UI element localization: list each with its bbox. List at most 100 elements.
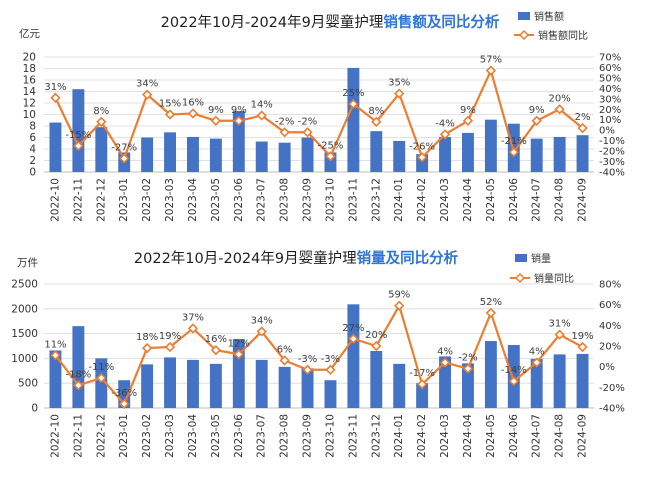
chart-1: 2022年10月-2024年9月婴童护理销售额及同比分析 亿元 销售额 销售额同… [19, 10, 625, 222]
chart-1-left-tick-label: 20 [23, 52, 36, 64]
chart-2-bar [278, 366, 291, 408]
chart-2-legend-line-label: 销量同比 [534, 272, 574, 285]
chart-1-right-tick-label: 70% [599, 53, 621, 64]
chart-1-right-tick-label: -30% [599, 157, 625, 168]
chart-2-data-label: 4% [437, 347, 453, 358]
chart-1-line-marker [416, 152, 428, 163]
chart-1-data-label: -2% [298, 116, 317, 127]
chart-2-line-marker [141, 342, 153, 354]
chart-2-left-tick-label: 1500 [11, 328, 38, 340]
chart-1-data-label: 9% [208, 105, 224, 116]
chart-1-bar [255, 141, 268, 172]
chart-2-line-marker [394, 300, 405, 311]
chart-2-data-label: 11% [44, 339, 66, 350]
chart-1-left-tick-label: 4 [29, 144, 36, 156]
chart-2-left-tick-label: 2000 [11, 303, 38, 315]
chart-2-bar [118, 380, 131, 408]
chart-1-bar [439, 136, 451, 172]
chart-2-x-axis: 2022-10 2022-11 2022-12 2023-01 2023-02 2023-… [49, 414, 588, 458]
chart-1-x-tick-label: 2023-09 [302, 178, 314, 222]
chart-1-legend-bar-swatch [518, 12, 530, 20]
chart-2-x-tick-label: 2023-05 [210, 414, 222, 458]
chart-1-x-tick-label: 2024-06 [508, 178, 520, 222]
chart-1-bar [553, 136, 566, 172]
chart-2-line-marker [348, 333, 359, 344]
chart-2-bar [141, 364, 154, 408]
chart-2-bar [301, 368, 314, 408]
chart-2-x-tick-label: 2024-01 [393, 414, 405, 458]
chart-1-data-label: 9% [460, 105, 476, 116]
chart-1-x-tick-label: 2024-09 [577, 178, 589, 222]
chart-2-data-label: 20% [365, 330, 387, 341]
chart-1-line-marker [50, 92, 61, 103]
chart-1-x-tick-label: 2024-03 [439, 178, 451, 222]
chart-1-data-label: 14% [251, 100, 273, 111]
chart-1-x-tick-label: 2023-06 [233, 178, 245, 222]
chart-2-left-tick-label: 1000 [11, 353, 38, 365]
chart-1-line-series [50, 65, 588, 164]
chart-2-bar [209, 363, 222, 408]
chart-2-line-marker [50, 350, 61, 361]
chart-1-bar [187, 136, 199, 172]
chart-1-x-tick-label: 2023-08 [279, 178, 291, 222]
chart-2-data-label: 19% [159, 331, 181, 342]
chart-1-bar [141, 137, 154, 172]
chart-1-data-label: 57% [480, 55, 502, 66]
chart-2-line-series [50, 300, 588, 409]
chart-1-right-tick-label: 0% [599, 126, 615, 137]
chart-1-bar [416, 154, 429, 172]
chart-1-x-tick-label: 2023-05 [210, 178, 222, 222]
chart-2-right-tick-label: 0% [599, 362, 615, 373]
chart-2-bar [347, 304, 360, 408]
chart-1-title: 2022年10月-2024年9月婴童护理销售额及同比分析 [161, 13, 500, 31]
chart-1-left-tick-label: 6 [29, 132, 36, 144]
chart-1-data-label: 20% [549, 93, 571, 104]
chart-1-bar [301, 137, 314, 172]
chart-2-x-tick-label: 2023-04 [187, 414, 199, 458]
chart-2-x-tick-label: 2023-09 [302, 414, 314, 458]
chart-1-line-marker [508, 147, 519, 158]
chart-2-line-marker [439, 357, 451, 368]
chart-2-data-label: -3% [298, 354, 317, 365]
chart-2-bar [416, 383, 429, 408]
chart-2-legend-bar-label: 销量 [531, 252, 551, 265]
chart-2-data-label: -2% [458, 353, 477, 364]
chart-2-x-tick-label: 2023-01 [118, 414, 130, 458]
chart-1-title-prefix: 2022年10月-2024年9月婴童护理 [161, 13, 384, 31]
chart-1-data-label: -15% [65, 130, 91, 141]
chart-1-x-tick-label: 2023-02 [141, 178, 153, 222]
chart-2-data-label: 16% [205, 334, 227, 345]
chart-1-legend-marker [518, 29, 530, 41]
chart-1-legend: 销售额 销售额同比 [514, 10, 588, 42]
chart-1-data-label: -25% [318, 140, 344, 151]
chart-1-data-label: 34% [136, 79, 158, 90]
chart-1-left-tick-label: 18 [23, 63, 36, 75]
chart-2-bar [255, 359, 268, 408]
chart-2-bar [484, 341, 497, 408]
chart-2-line-marker [462, 363, 474, 374]
chart-2-data-label: 19% [571, 331, 593, 342]
chart-1-line-marker [554, 104, 565, 115]
chart-2-x-tick-label: 2023-02 [141, 414, 153, 458]
chart-2-data-label: -14% [501, 365, 527, 376]
chart-2-x-tick-label: 2024-06 [508, 414, 520, 458]
chart-2-bar [324, 380, 337, 408]
chart-1-x-tick-label: 2023-03 [164, 178, 176, 222]
chart-1-right-tick-label: 10% [599, 115, 621, 126]
chart-2-title: 2022年10月-2024年9月婴童护理销量及同比分析 [134, 249, 459, 267]
chart-1-line-marker [187, 108, 199, 119]
chart-2-x-tick-label: 2024-05 [485, 414, 497, 458]
chart-1-bar [393, 140, 406, 172]
chart-2-line-marker [485, 307, 497, 319]
chart-2-line-marker [416, 379, 428, 390]
chart-1-line-marker [256, 110, 267, 121]
chart-2-bar [393, 363, 406, 408]
chart-1-line-marker [164, 109, 176, 120]
chart-2-line-marker [302, 364, 313, 375]
chart-1-bar [209, 138, 222, 172]
chart-1-line-marker [279, 127, 290, 138]
chart-2-right-tick-label: 20% [599, 342, 621, 353]
chart-1-right-tick-label: -10% [599, 136, 625, 147]
chart-2-line-marker [187, 323, 199, 334]
chart-1-data-label: 35% [388, 78, 410, 89]
